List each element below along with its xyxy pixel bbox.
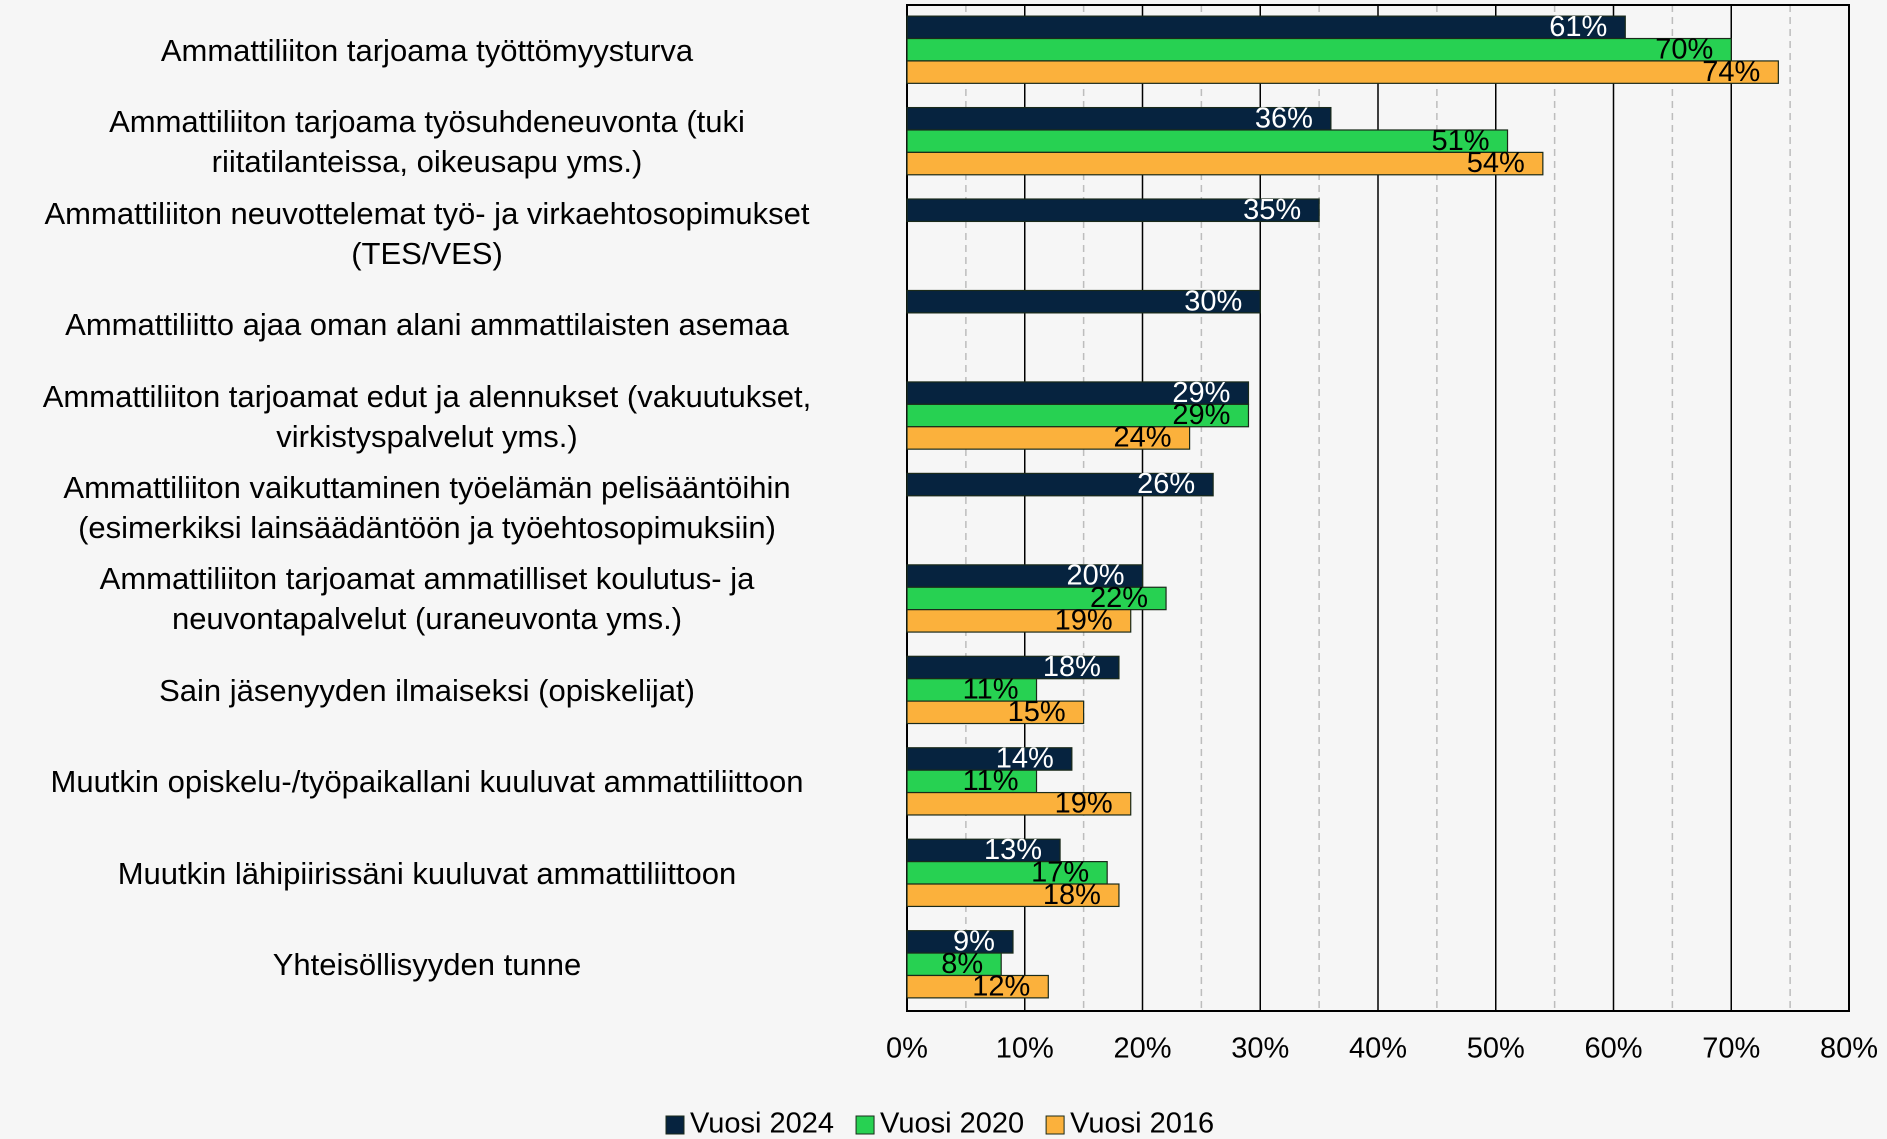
data-label: 18% bbox=[1043, 651, 1101, 683]
bar bbox=[906, 60, 1779, 84]
x-tick-label: 80% bbox=[1820, 1033, 1878, 1065]
data-label: 22% bbox=[1090, 582, 1148, 614]
data-label: 19% bbox=[1055, 605, 1113, 637]
bar bbox=[906, 37, 1732, 62]
legend-label: Vuosi 2020 bbox=[880, 1108, 1024, 1139]
legend-label: Vuosi 2024 bbox=[690, 1108, 834, 1139]
bar bbox=[906, 700, 1085, 725]
bar bbox=[906, 15, 1626, 40]
data-label: 17% bbox=[1031, 856, 1089, 888]
bar bbox=[906, 609, 1132, 633]
y-tick-label: Sain jäsenyyden ilmaiseksi (opiskelijat) bbox=[159, 672, 695, 708]
y-tick-label: Ammattiliiton tarjoamat edut ja alennuks… bbox=[42, 378, 812, 454]
data-label: 8% bbox=[941, 948, 983, 980]
data-label: 11% bbox=[963, 765, 1019, 797]
bar bbox=[906, 289, 1261, 314]
y-tick-label: Ammattiliiton tarjoamat ammatilliset kou… bbox=[99, 561, 755, 637]
data-label: 70% bbox=[1655, 33, 1713, 65]
data-label: 36% bbox=[1255, 102, 1313, 134]
data-label: 29% bbox=[1172, 377, 1230, 409]
data-label: 26% bbox=[1137, 468, 1195, 500]
data-label: 9% bbox=[953, 926, 995, 958]
data-label: 11% bbox=[963, 674, 1019, 706]
y-tick-label: Ammattiliiton vaikuttaminen työelämän pe… bbox=[63, 470, 791, 545]
y-tick-label: Ammattiliiton neuvottelemat työ- ja virk… bbox=[44, 195, 810, 271]
bar bbox=[906, 151, 1544, 176]
x-tick-label: 10% bbox=[996, 1033, 1054, 1065]
legend-swatch bbox=[1045, 1115, 1065, 1135]
legend-swatch bbox=[855, 1115, 875, 1135]
bar bbox=[906, 974, 1049, 999]
y-tick-label: Muutkin opiskelu-/työpaikallani kuuluvat… bbox=[50, 764, 804, 800]
bar bbox=[906, 791, 1132, 816]
data-label: 18% bbox=[1043, 879, 1101, 911]
bar bbox=[906, 129, 1509, 153]
legend-label: Vuosi 2016 bbox=[1070, 1108, 1214, 1139]
data-label: 74% bbox=[1702, 56, 1760, 88]
y-tick-label: Ammattiliiton tarjoama työsuhdeneuvonta … bbox=[109, 104, 745, 180]
data-label: 14% bbox=[996, 743, 1054, 775]
y-tick-label: Ammattiliiton tarjoama työttömyysturva bbox=[160, 32, 694, 68]
x-tick-label: 50% bbox=[1467, 1033, 1525, 1065]
data-label: 54% bbox=[1467, 147, 1525, 179]
bar bbox=[906, 198, 1320, 223]
data-label: 29% bbox=[1172, 399, 1230, 431]
data-label: 20% bbox=[1066, 560, 1124, 592]
bar bbox=[906, 472, 1214, 497]
legend-swatch bbox=[665, 1115, 685, 1135]
x-tick-label: 30% bbox=[1231, 1033, 1289, 1065]
x-tick-label: 70% bbox=[1702, 1033, 1760, 1065]
y-tick-label: Ammattiliitto ajaa oman alani ammattilai… bbox=[65, 307, 789, 343]
y-tick-label: Muutkin lähipiirissäni kuuluvat ammattil… bbox=[117, 855, 737, 891]
data-label: 15% bbox=[1008, 696, 1066, 728]
data-label: 51% bbox=[1431, 125, 1489, 157]
data-label: 12% bbox=[972, 970, 1030, 1002]
x-tick-label: 60% bbox=[1584, 1033, 1642, 1065]
data-label: 35% bbox=[1243, 194, 1301, 226]
bar bbox=[906, 426, 1191, 450]
data-label: 24% bbox=[1114, 422, 1172, 454]
y-tick-label: Yhteisöllisyyden tunne bbox=[272, 947, 582, 983]
bar bbox=[906, 883, 1120, 908]
x-tick-label: 40% bbox=[1349, 1033, 1407, 1065]
x-tick-label: 0% bbox=[886, 1033, 928, 1065]
x-tick-label: 20% bbox=[1113, 1033, 1171, 1065]
data-label: 30% bbox=[1184, 285, 1242, 317]
data-label: 13% bbox=[984, 834, 1042, 866]
data-label: 19% bbox=[1055, 787, 1113, 819]
data-label: 61% bbox=[1549, 11, 1607, 43]
plot-frame bbox=[906, 4, 1850, 1012]
